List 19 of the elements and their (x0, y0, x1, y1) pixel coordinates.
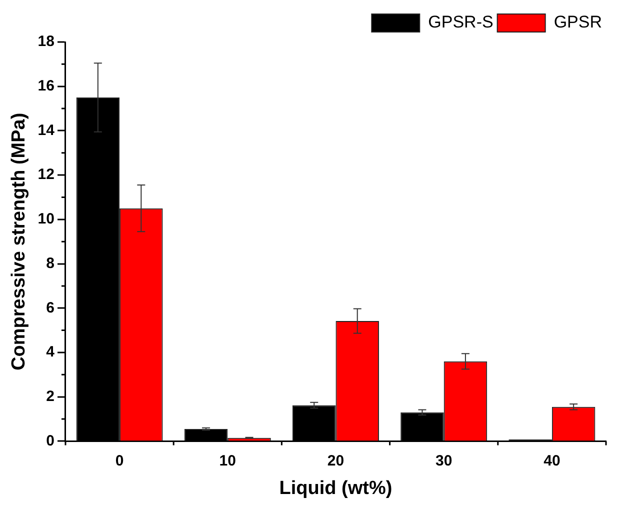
y-tick-label: 16 (38, 77, 54, 94)
y-axis-title: Compressive strength (MPa) (8, 112, 30, 370)
y-tick-label: 10 (38, 210, 54, 228)
x-tick-label: 30 (436, 452, 452, 470)
y-tick-label: 4 (46, 344, 56, 361)
x-tick-label: 10 (219, 452, 236, 470)
x-tick-label: 0 (115, 452, 124, 470)
x-axis-title: Liquid (wt%) (279, 478, 392, 499)
y-tick-label: 8 (46, 254, 54, 272)
legend-label: GPSR (554, 12, 602, 32)
x-tick-label: 20 (327, 452, 344, 470)
y-tick-label: 6 (46, 299, 54, 316)
y-tick-label: 0 (46, 432, 54, 450)
y-tick-label: 14 (38, 122, 56, 139)
legend-label: GPSR-S (428, 12, 494, 32)
x-tick-label: 40 (544, 452, 560, 470)
y-tick-label: 18 (38, 33, 54, 50)
y-tick-label: 2 (46, 388, 54, 405)
y-tick-label: 12 (38, 166, 54, 184)
